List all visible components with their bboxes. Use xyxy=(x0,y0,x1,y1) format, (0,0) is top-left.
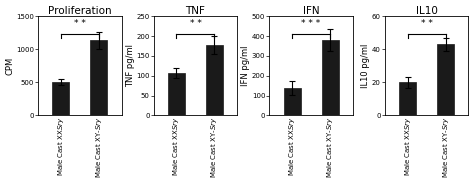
Bar xyxy=(321,40,338,115)
Y-axis label: CPM: CPM xyxy=(6,57,15,75)
Bar xyxy=(168,73,185,115)
Text: * *: * * xyxy=(421,19,433,28)
Bar xyxy=(206,45,223,115)
Text: * *: * * xyxy=(190,19,201,28)
Text: * * *: * * * xyxy=(301,19,321,28)
Title: IFN: IFN xyxy=(303,6,319,16)
Bar xyxy=(399,82,416,115)
Y-axis label: IFN pg/ml: IFN pg/ml xyxy=(241,46,250,86)
Bar xyxy=(437,44,454,115)
Y-axis label: TNF pg/ml: TNF pg/ml xyxy=(126,44,135,87)
Bar xyxy=(283,88,301,115)
Y-axis label: IL10 pg/ml: IL10 pg/ml xyxy=(362,44,371,88)
Title: TNF: TNF xyxy=(185,6,205,16)
Bar xyxy=(52,82,69,115)
Title: IL10: IL10 xyxy=(416,6,438,16)
Title: Proliferation: Proliferation xyxy=(48,6,112,16)
Text: * *: * * xyxy=(74,19,86,28)
Bar xyxy=(90,40,107,115)
